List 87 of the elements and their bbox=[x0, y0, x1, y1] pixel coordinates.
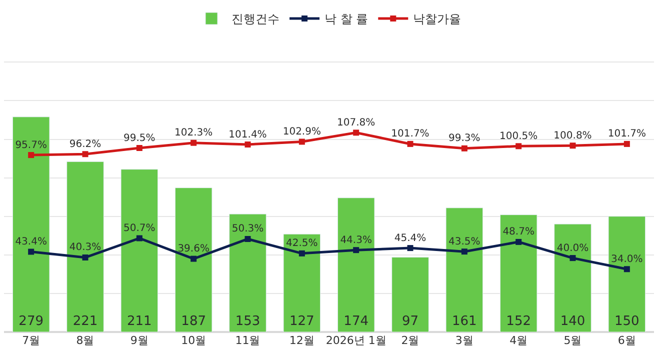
point bbox=[244, 236, 251, 242]
point bbox=[190, 256, 197, 262]
legend-label: 진행건수 bbox=[232, 12, 280, 26]
data-label: 39.6% bbox=[178, 244, 210, 255]
bar bbox=[66, 161, 104, 332]
data-label: 174 bbox=[344, 314, 368, 329]
data-label: 43.5% bbox=[448, 236, 480, 248]
point bbox=[136, 235, 142, 242]
bar bbox=[500, 214, 538, 332]
data-label: 99.3% bbox=[448, 133, 480, 144]
data-label: 102.3% bbox=[174, 128, 213, 139]
bar bbox=[554, 224, 592, 332]
data-label: 101.7% bbox=[608, 128, 646, 140]
bar bbox=[446, 208, 484, 332]
data-label: 43.4% bbox=[15, 236, 47, 248]
data-label: 100.5% bbox=[500, 130, 538, 142]
point bbox=[407, 245, 414, 252]
point bbox=[624, 140, 630, 147]
data-label: 150 bbox=[614, 314, 640, 329]
data-label: 101.4% bbox=[228, 129, 267, 140]
point bbox=[28, 152, 34, 158]
point bbox=[82, 254, 88, 260]
point bbox=[298, 250, 305, 256]
x-tick-label: 3월 bbox=[455, 334, 474, 347]
legend-label: 낙찰가율 bbox=[413, 12, 462, 26]
bar bbox=[12, 116, 50, 332]
data-label: 40.0% bbox=[556, 242, 589, 254]
point bbox=[516, 238, 522, 245]
data-label: 102.9% bbox=[282, 126, 321, 138]
data-label: 40.3% bbox=[69, 242, 102, 254]
point bbox=[353, 130, 360, 136]
x-tick-label: 5월 bbox=[564, 334, 582, 347]
point bbox=[353, 247, 360, 254]
data-label: 107.8% bbox=[337, 117, 376, 128]
bar bbox=[283, 234, 321, 332]
point bbox=[461, 248, 468, 255]
x-tick-label: 8월 bbox=[76, 334, 94, 347]
point bbox=[82, 151, 88, 158]
point bbox=[244, 142, 251, 148]
data-label: 279 bbox=[18, 314, 44, 329]
data-label: 127 bbox=[290, 314, 314, 329]
x-tick-label: 12월 bbox=[289, 334, 314, 347]
data-label: 96.2% bbox=[69, 138, 102, 150]
data-label: 100.8% bbox=[554, 130, 592, 142]
point bbox=[570, 142, 576, 149]
point bbox=[461, 145, 468, 152]
x-tick-label: 4월 bbox=[510, 334, 528, 347]
data-label: 97 bbox=[402, 314, 419, 329]
bar bbox=[392, 256, 429, 332]
data-label: 99.5% bbox=[124, 132, 156, 144]
data-label: 140 bbox=[560, 314, 586, 329]
point bbox=[624, 266, 630, 272]
point bbox=[298, 138, 305, 145]
data-label: 48.7% bbox=[502, 226, 534, 238]
bar bbox=[337, 198, 375, 332]
bar bbox=[229, 214, 266, 332]
data-label: 161 bbox=[452, 314, 477, 329]
point bbox=[190, 140, 197, 146]
legend-label: 낙 찰 률 bbox=[324, 12, 368, 26]
point bbox=[407, 140, 414, 147]
data-label: 34.0% bbox=[611, 254, 643, 265]
x-tick-label: 11월 bbox=[235, 334, 260, 347]
x-tick-label: 2월 bbox=[401, 334, 420, 347]
data-label: 95.7% bbox=[15, 140, 47, 151]
data-label: 152 bbox=[506, 314, 531, 329]
data-label: 42.5% bbox=[286, 238, 318, 250]
point bbox=[136, 145, 142, 152]
data-label: 221 bbox=[72, 314, 98, 329]
point bbox=[570, 255, 576, 262]
data-label: 153 bbox=[235, 314, 260, 329]
data-label: 101.7% bbox=[391, 128, 430, 140]
point bbox=[28, 248, 34, 255]
data-label: 187 bbox=[181, 314, 206, 329]
bar bbox=[120, 169, 158, 332]
data-label: 50.3% bbox=[232, 224, 264, 235]
x-tick-label: 7월 bbox=[22, 334, 40, 347]
bar bbox=[608, 216, 646, 332]
x-tick-label: 2026년 1월 bbox=[326, 334, 386, 347]
point bbox=[516, 143, 522, 150]
data-label: 45.4% bbox=[394, 232, 426, 244]
data-label: 44.3% bbox=[340, 234, 372, 246]
x-tick-label: 6월 bbox=[618, 334, 636, 347]
data-label: 211 bbox=[127, 314, 152, 329]
bar bbox=[174, 188, 212, 332]
data-label: 50.7% bbox=[124, 223, 156, 234]
x-tick-label: 10월 bbox=[181, 334, 206, 347]
x-tick-label: 9월 bbox=[130, 334, 148, 347]
